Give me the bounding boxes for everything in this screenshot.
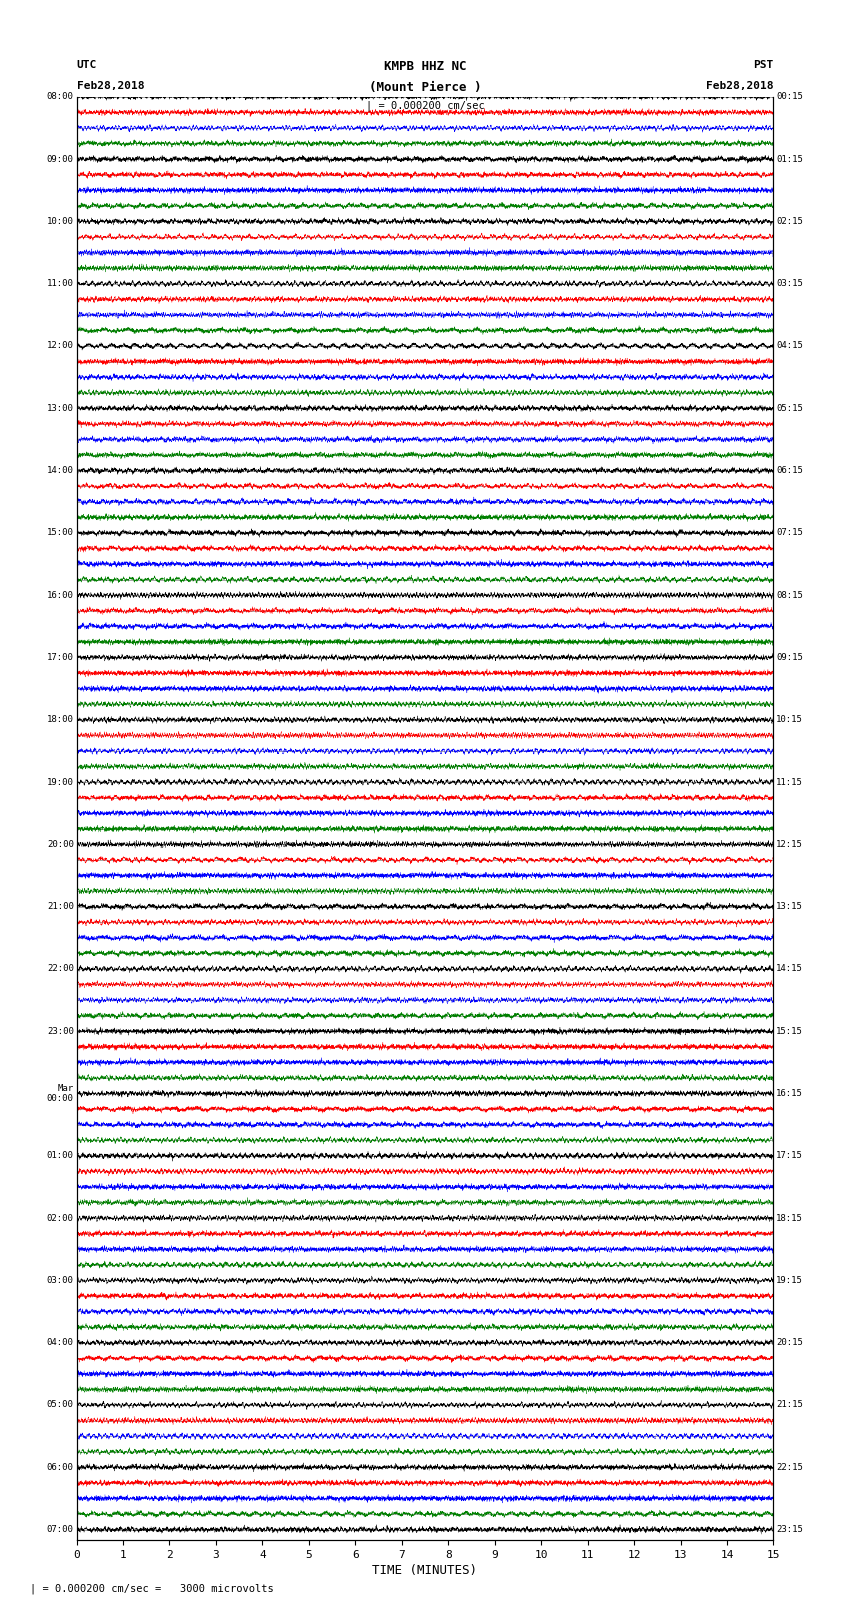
Text: | = 0.000200 cm/sec: | = 0.000200 cm/sec <box>366 100 484 111</box>
X-axis label: TIME (MINUTES): TIME (MINUTES) <box>372 1565 478 1578</box>
Text: Feb28,2018: Feb28,2018 <box>76 81 144 90</box>
Text: KMPB HHZ NC: KMPB HHZ NC <box>383 60 467 74</box>
Text: UTC: UTC <box>76 60 97 71</box>
Text: (Mount Pierce ): (Mount Pierce ) <box>369 81 481 94</box>
Text: PST: PST <box>753 60 774 71</box>
Text: Feb28,2018: Feb28,2018 <box>706 81 774 90</box>
Text: | = 0.000200 cm/sec =   3000 microvolts: | = 0.000200 cm/sec = 3000 microvolts <box>30 1582 274 1594</box>
